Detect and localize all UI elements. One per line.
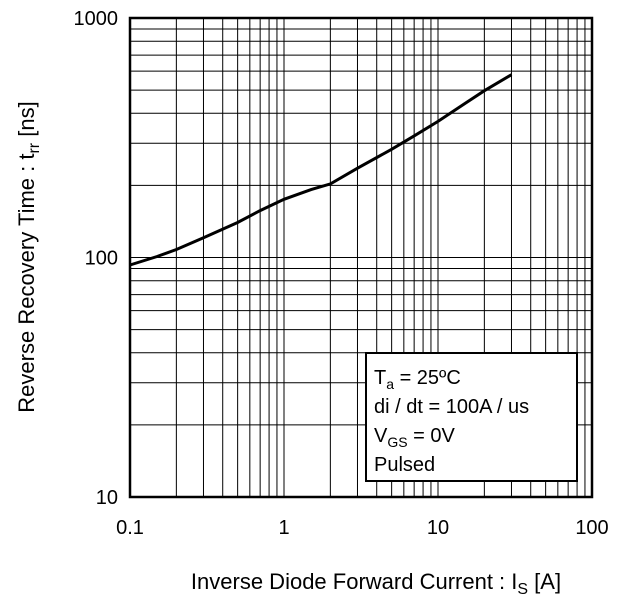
legend-line-vgs: VGS = 0V (374, 425, 455, 450)
x-axis-label: Inverse Diode Forward Current : IS [A] (191, 569, 561, 598)
y-tick-label: 1000 (74, 8, 119, 30)
x-tick-label: 0.1 (116, 517, 144, 539)
legend-frame (365, 352, 578, 482)
y-tick-labels: 10 100 1000 (74, 8, 119, 509)
y-tick-label: 100 (85, 248, 118, 270)
plot-frame (128, 16, 594, 499)
y-axis-label: Reverse Recovery Time : trr [ns] (14, 101, 43, 412)
x-tick-label: 100 (575, 517, 608, 539)
y-tick-label: 10 (96, 487, 118, 509)
x-tick-labels: 0.1 1 10 100 (116, 517, 609, 539)
legend-line-didt: di / dt = 100A / us (374, 396, 529, 418)
x-tick-label: 1 (278, 517, 289, 539)
series-line (129, 73, 513, 267)
legend-line-temperature: Ta = 25ºC (374, 367, 461, 392)
legend-line-pulsed: Pulsed (374, 454, 435, 476)
legend-box: Ta = 25ºC di / dt = 100A / us VGS = 0V P… (365, 352, 578, 482)
x-tick-label: 10 (427, 517, 449, 539)
